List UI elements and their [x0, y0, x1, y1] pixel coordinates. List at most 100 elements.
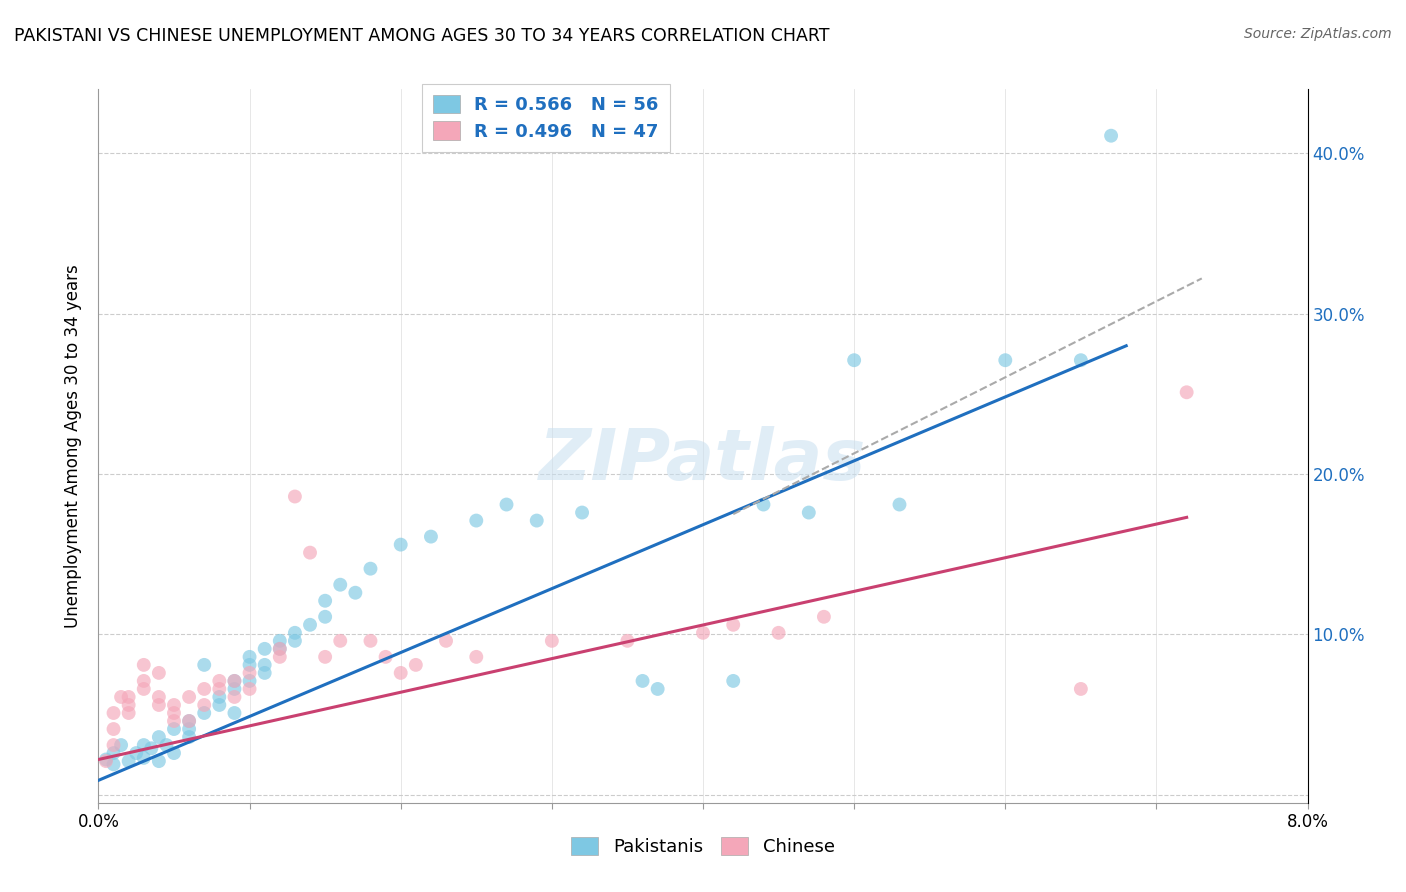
Point: [692, 625, 714, 640]
Point: [239, 649, 262, 664]
Point: [284, 625, 307, 640]
Point: [141, 741, 163, 756]
Point: [148, 730, 170, 744]
Point: [193, 681, 215, 696]
Point: [224, 681, 246, 696]
Point: [163, 706, 186, 720]
Point: [208, 690, 231, 704]
Point: [314, 649, 336, 664]
Point: [103, 722, 125, 736]
Point: [132, 657, 155, 672]
Point: [269, 649, 291, 664]
Point: [103, 746, 125, 760]
Text: Source: ZipAtlas.com: Source: ZipAtlas.com: [1244, 27, 1392, 41]
Point: [224, 673, 246, 688]
Point: [103, 757, 125, 772]
Point: [179, 722, 201, 736]
Point: [389, 538, 412, 552]
Point: [284, 490, 307, 504]
Point: [118, 698, 141, 712]
Point: [125, 746, 148, 760]
Point: [631, 673, 654, 688]
Point: [314, 593, 336, 607]
Point: [224, 706, 246, 720]
Y-axis label: Unemployment Among Ages 30 to 34 years: Unemployment Among Ages 30 to 34 years: [65, 264, 83, 628]
Point: [269, 641, 291, 656]
Point: [179, 690, 201, 704]
Point: [208, 698, 231, 712]
Point: [193, 706, 215, 720]
Point: [224, 673, 246, 688]
Point: [465, 514, 488, 528]
Point: [179, 730, 201, 744]
Point: [844, 353, 866, 368]
Point: [132, 751, 155, 765]
Point: [434, 633, 457, 648]
Point: [103, 706, 125, 720]
Point: [132, 673, 155, 688]
Point: [540, 633, 562, 648]
Point: [110, 690, 132, 704]
Point: [148, 665, 170, 680]
Point: [193, 698, 215, 712]
Point: [723, 617, 745, 632]
Point: [1175, 385, 1198, 400]
Point: [163, 698, 186, 712]
Point: [1070, 353, 1092, 368]
Point: [148, 754, 170, 768]
Point: [889, 498, 911, 512]
Point: [329, 578, 352, 592]
Point: [329, 633, 352, 648]
Point: [389, 665, 412, 680]
Point: [179, 714, 201, 728]
Point: [208, 681, 231, 696]
Point: [239, 681, 262, 696]
Point: [723, 673, 745, 688]
Legend: Pakistanis, Chinese: Pakistanis, Chinese: [562, 828, 844, 865]
Point: [94, 754, 117, 768]
Point: [132, 681, 155, 696]
Point: [571, 506, 593, 520]
Point: [768, 625, 790, 640]
Point: [118, 690, 141, 704]
Point: [994, 353, 1017, 368]
Point: [465, 649, 488, 664]
Point: [118, 706, 141, 720]
Point: [269, 633, 291, 648]
Point: [797, 506, 820, 520]
Point: [813, 609, 835, 624]
Point: [148, 690, 170, 704]
Point: [163, 746, 186, 760]
Point: [616, 633, 638, 648]
Point: [239, 665, 262, 680]
Text: PAKISTANI VS CHINESE UNEMPLOYMENT AMONG AGES 30 TO 34 YEARS CORRELATION CHART: PAKISTANI VS CHINESE UNEMPLOYMENT AMONG …: [14, 27, 830, 45]
Point: [647, 681, 669, 696]
Point: [360, 562, 382, 576]
Point: [94, 752, 117, 766]
Point: [284, 633, 307, 648]
Point: [299, 546, 322, 560]
Point: [179, 714, 201, 728]
Point: [752, 498, 775, 512]
Point: [193, 657, 215, 672]
Point: [253, 665, 276, 680]
Point: [253, 657, 276, 672]
Point: [495, 498, 517, 512]
Point: [526, 514, 548, 528]
Point: [110, 738, 132, 752]
Point: [148, 698, 170, 712]
Point: [163, 714, 186, 728]
Point: [103, 738, 125, 752]
Point: [269, 641, 291, 656]
Point: [118, 754, 141, 768]
Point: [1070, 681, 1092, 696]
Point: [405, 657, 427, 672]
Point: [253, 641, 276, 656]
Point: [344, 585, 367, 599]
Point: [1099, 128, 1122, 143]
Text: ZIPatlas: ZIPatlas: [540, 425, 866, 495]
Point: [374, 649, 396, 664]
Point: [224, 690, 246, 704]
Point: [132, 738, 155, 752]
Point: [239, 657, 262, 672]
